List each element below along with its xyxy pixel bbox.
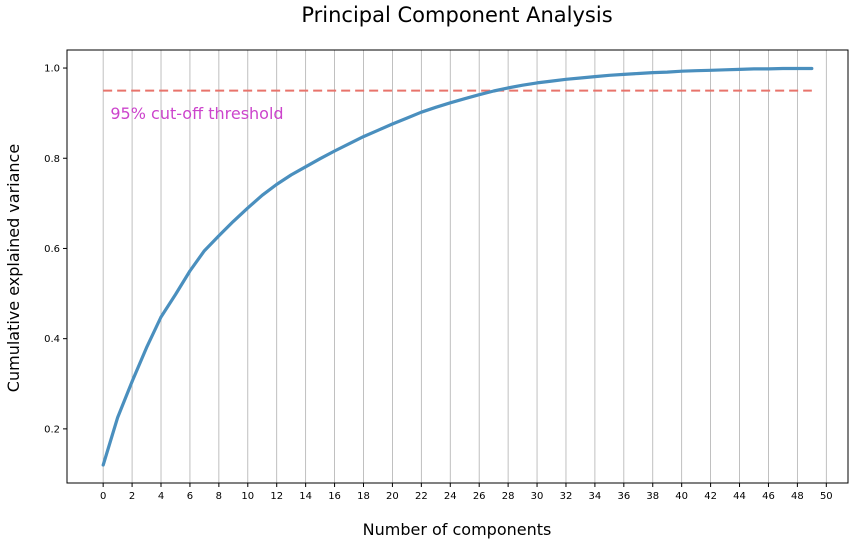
x-tick-label: 34 bbox=[589, 491, 602, 502]
x-tick-label: 26 bbox=[473, 491, 486, 502]
chart-title: Principal Component Analysis bbox=[301, 3, 612, 27]
y-tick-label: 0.6 bbox=[44, 244, 60, 255]
x-tick-label: 8 bbox=[216, 491, 222, 502]
x-tick-label: 16 bbox=[328, 491, 341, 502]
x-tick-label: 18 bbox=[357, 491, 370, 502]
x-tick-label: 2 bbox=[129, 491, 135, 502]
x-tick-label: 10 bbox=[241, 491, 254, 502]
plot-frame bbox=[66, 49, 849, 484]
x-tick-label: 0 bbox=[100, 491, 106, 502]
x-axis-label: Number of components bbox=[363, 520, 552, 539]
x-tick-label: 36 bbox=[617, 491, 630, 502]
x-tick-label: 20 bbox=[386, 491, 399, 502]
y-tick-label: 0.8 bbox=[44, 154, 60, 165]
x-tick-label: 38 bbox=[646, 491, 659, 502]
grid-layer bbox=[102, 50, 827, 483]
cumulative-variance-line bbox=[101, 66, 814, 467]
y-tick-label: 0.4 bbox=[44, 334, 60, 345]
threshold-annotation: 95% cut-off threshold bbox=[110, 104, 283, 123]
x-axis-ticks: 0 2 4 6 8 10 12 14 16 18 20 22 24 26 28 30 32 34 36 38 40 42 4… bbox=[100, 483, 833, 502]
x-tick-label: 4 bbox=[158, 491, 164, 502]
x-tick-label: 22 bbox=[415, 491, 428, 502]
y-tick-label: 1.0 bbox=[44, 64, 60, 75]
y-axis-label: Cumulative explained variance bbox=[4, 144, 23, 392]
series-layer bbox=[101, 66, 814, 467]
y-tick-label: 0.2 bbox=[44, 424, 60, 435]
y-axis-ticks: 0.2 0.4 0.6 0.8 1.0 bbox=[44, 64, 67, 435]
x-tick-label: 6 bbox=[187, 491, 193, 502]
x-tick-label: 28 bbox=[502, 491, 515, 502]
x-tick-label: 32 bbox=[560, 491, 573, 502]
x-tick-label: 24 bbox=[444, 491, 457, 502]
x-tick-label: 44 bbox=[733, 491, 746, 502]
x-tick-label: 42 bbox=[704, 491, 717, 502]
x-tick-label: 50 bbox=[820, 491, 833, 502]
x-tick-label: 12 bbox=[270, 491, 283, 502]
x-tick-label: 14 bbox=[299, 491, 312, 502]
x-tick-label: 46 bbox=[762, 491, 775, 502]
x-tick-label: 48 bbox=[791, 491, 804, 502]
x-tick-label: 30 bbox=[531, 491, 544, 502]
x-tick-label: 40 bbox=[675, 491, 688, 502]
